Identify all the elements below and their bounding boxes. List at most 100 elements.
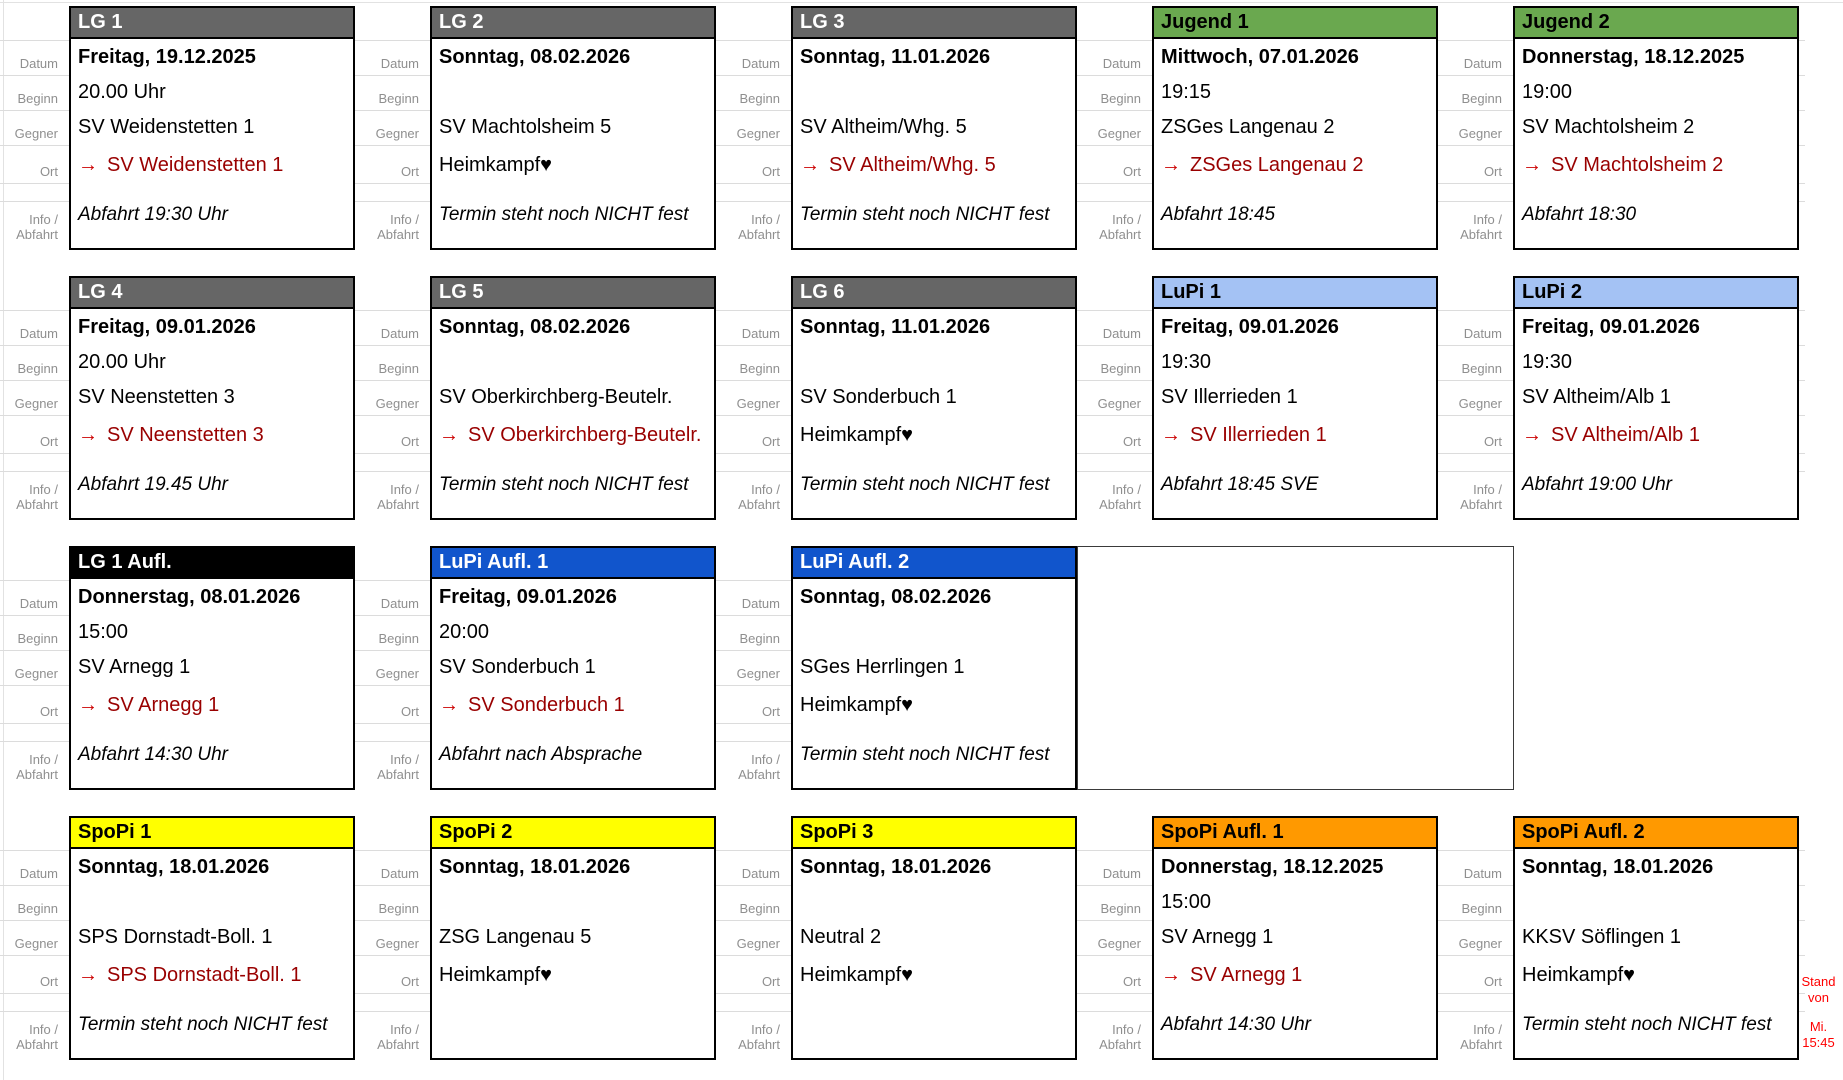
row-label-info-line2: Abfahrt <box>738 1037 780 1052</box>
ort-link[interactable]: → SV Neenstetten 3 <box>71 414 353 452</box>
card-header: SpoPi 3 <box>793 818 1075 849</box>
match-card-group: Datum Beginn Gegner Ort Info / Abfahrt LuPi 1 F… <box>1083 276 1444 522</box>
row-label-gegner: Gegner <box>736 126 780 141</box>
row-label-beginn: Beginn <box>739 361 780 376</box>
row-label-spacer <box>722 993 785 1011</box>
row-label-info-line2: Abfahrt <box>1099 227 1141 242</box>
heart-icon: ♥ <box>540 964 553 986</box>
row-label-ort: Ort <box>1122 434 1141 449</box>
gegner-value: SV Machtolsheim 5 <box>439 116 612 138</box>
row-label-gegner: Gegner <box>1458 126 1502 141</box>
beginn-value: 19:00 <box>1522 81 1573 103</box>
row-spacer <box>1154 992 1436 1010</box>
gegner-value: KKSV Söflingen 1 <box>1522 926 1681 948</box>
row-label-info-line2: Abfahrt <box>1099 1037 1141 1052</box>
heart-icon: ♥ <box>901 694 914 716</box>
card-title: SpoPi 1 <box>78 821 152 843</box>
datum-value: Sonntag, 08.02.2026 <box>439 316 631 338</box>
match-card-group: Datum Beginn Gegner Ort Info / Abfahrt LG 1 Fre… <box>0 6 361 252</box>
info-value <box>793 1010 1075 1058</box>
row-spacer <box>432 722 714 740</box>
row-label-spacer <box>361 546 424 580</box>
row-label-spacer <box>0 723 63 741</box>
ort-link[interactable]: → SV Arnegg 1 <box>71 684 353 722</box>
row-label-ort: Ort <box>39 164 58 179</box>
row-label-gegner: Gegner <box>1097 396 1141 411</box>
sheet-gridline-vertical <box>3 0 4 1080</box>
row-label-column: Datum Beginn Gegner Ort Info / Abfahrt <box>1083 276 1146 520</box>
row-spacer <box>793 182 1075 200</box>
ort-link[interactable]: → SV Arnegg 1 <box>1154 954 1436 992</box>
row-label-info-line1: Info / <box>1473 482 1502 497</box>
beginn-value <box>432 344 714 379</box>
row-label-ort: Ort <box>1483 164 1502 179</box>
heart-icon: ♥ <box>1623 964 1636 986</box>
match-card: SpoPi 3 Sonntag, 18.01.2026 Neutral 2 Heimk… <box>791 816 1077 1060</box>
row-spacer <box>1515 182 1797 200</box>
arrow-icon: → <box>78 154 98 176</box>
row-label-gegner: Gegner <box>14 126 58 141</box>
match-card-group: Datum Beginn Gegner Ort Info / Abfahrt SpoPi 1… <box>0 816 361 1062</box>
card-header: SpoPi Aufl. 1 <box>1154 818 1436 849</box>
row-label-datum: Datum <box>1102 866 1141 881</box>
match-card: LG 4 Freitag, 09.01.2026 20.00 Uhr SV Neens… <box>69 276 355 520</box>
ort-link[interactable]: → SPS Dornstadt-Boll. 1 <box>71 954 353 992</box>
row-label-spacer <box>722 546 785 580</box>
row-label-info-abfahrt: Info / Abfahrt <box>722 471 785 520</box>
beginn-value <box>432 74 714 109</box>
ort-home-text: Heimkampf <box>1522 964 1624 986</box>
row-label-spacer <box>722 276 785 310</box>
match-card: LG 2 Sonntag, 08.02.2026 SV Machtolsheim 5… <box>430 6 716 250</box>
card-header: Jugend 2 <box>1515 8 1797 39</box>
match-card-group: Datum Beginn Gegner Ort Info / Abfahrt SpoPi 3… <box>722 816 1083 1062</box>
card-title: LG 1 <box>78 11 123 33</box>
row-label-beginn: Beginn <box>1461 361 1502 376</box>
row-label-info-line2: Abfahrt <box>16 227 58 242</box>
ort-link[interactable]: → SV Altheim/Whg. 5 <box>793 144 1075 182</box>
row-label-spacer <box>361 993 424 1011</box>
ort-link[interactable]: → SV Altheim/Alb 1 <box>1515 414 1797 452</box>
arrow-icon: → <box>1161 964 1181 986</box>
row-label-column: Datum Beginn Gegner Ort Info / Abfahrt <box>1444 6 1507 250</box>
datum-value: Donnerstag, 18.12.2025 <box>1522 46 1745 68</box>
ort-link[interactable]: → SV Weidenstetten 1 <box>71 144 353 182</box>
gegner-value: SPS Dornstadt-Boll. 1 <box>78 926 273 948</box>
row-label-ort: Ort <box>400 974 419 989</box>
gegner-value: SV Altheim/Whg. 5 <box>800 116 967 138</box>
row-label-info-line2: Abfahrt <box>1099 497 1141 512</box>
card-title: LG 3 <box>800 11 845 33</box>
row-label-info-abfahrt: Info / Abfahrt <box>1083 1011 1146 1060</box>
row-label-gegner: Gegner <box>1097 936 1141 951</box>
row-label-beginn: Beginn <box>17 361 58 376</box>
ort-link[interactable]: → SV Sonderbuch 1 <box>432 684 714 722</box>
row-label-info-abfahrt: Info / Abfahrt <box>1083 471 1146 520</box>
row-spacer <box>71 452 353 470</box>
row-label-info-line1: Info / <box>1112 212 1141 227</box>
row-label-info-abfahrt: Info / Abfahrt <box>1444 471 1507 520</box>
row-label-info-abfahrt: Info / Abfahrt <box>361 471 424 520</box>
row-label-info-line1: Info / <box>29 1022 58 1037</box>
gegner-value: SV Oberkirchberg-Beutelr. <box>439 386 673 408</box>
match-card-group: Datum Beginn Gegner Ort Info / Abfahrt LG 3 Son… <box>722 6 1083 252</box>
row-label-datum: Datum <box>19 866 58 881</box>
row-label-info-line2: Abfahrt <box>738 767 780 782</box>
row-label-spacer <box>1444 453 1507 471</box>
row-label-datum: Datum <box>19 326 58 341</box>
arrow-icon: → <box>1161 424 1181 446</box>
info-value: Termin steht noch NICHT fest <box>439 474 689 495</box>
ort-link[interactable]: → SV Machtolsheim 2 <box>1515 144 1797 182</box>
row-label-info-line2: Abfahrt <box>377 497 419 512</box>
row-label-spacer <box>0 183 63 201</box>
datum-value: Sonntag, 18.01.2026 <box>78 856 270 878</box>
row-label-spacer <box>722 6 785 40</box>
row-label-spacer <box>0 546 63 580</box>
row-label-spacer <box>1444 816 1507 850</box>
row-spacer <box>432 452 714 470</box>
match-card: Jugend 2 Donnerstag, 18.12.2025 19:00 SV Ma… <box>1513 6 1799 250</box>
ort-link[interactable]: → ZSGes Langenau 2 <box>1154 144 1436 182</box>
ort-location-text: SV Arnegg 1 <box>107 694 220 716</box>
ort-link[interactable]: → SV Illerrieden 1 <box>1154 414 1436 452</box>
ort-home-label: Heimkampf ♥ <box>1515 954 1797 992</box>
row-spacer <box>432 992 714 1010</box>
ort-link[interactable]: → SV Oberkirchberg-Beutelr. <box>432 414 714 452</box>
